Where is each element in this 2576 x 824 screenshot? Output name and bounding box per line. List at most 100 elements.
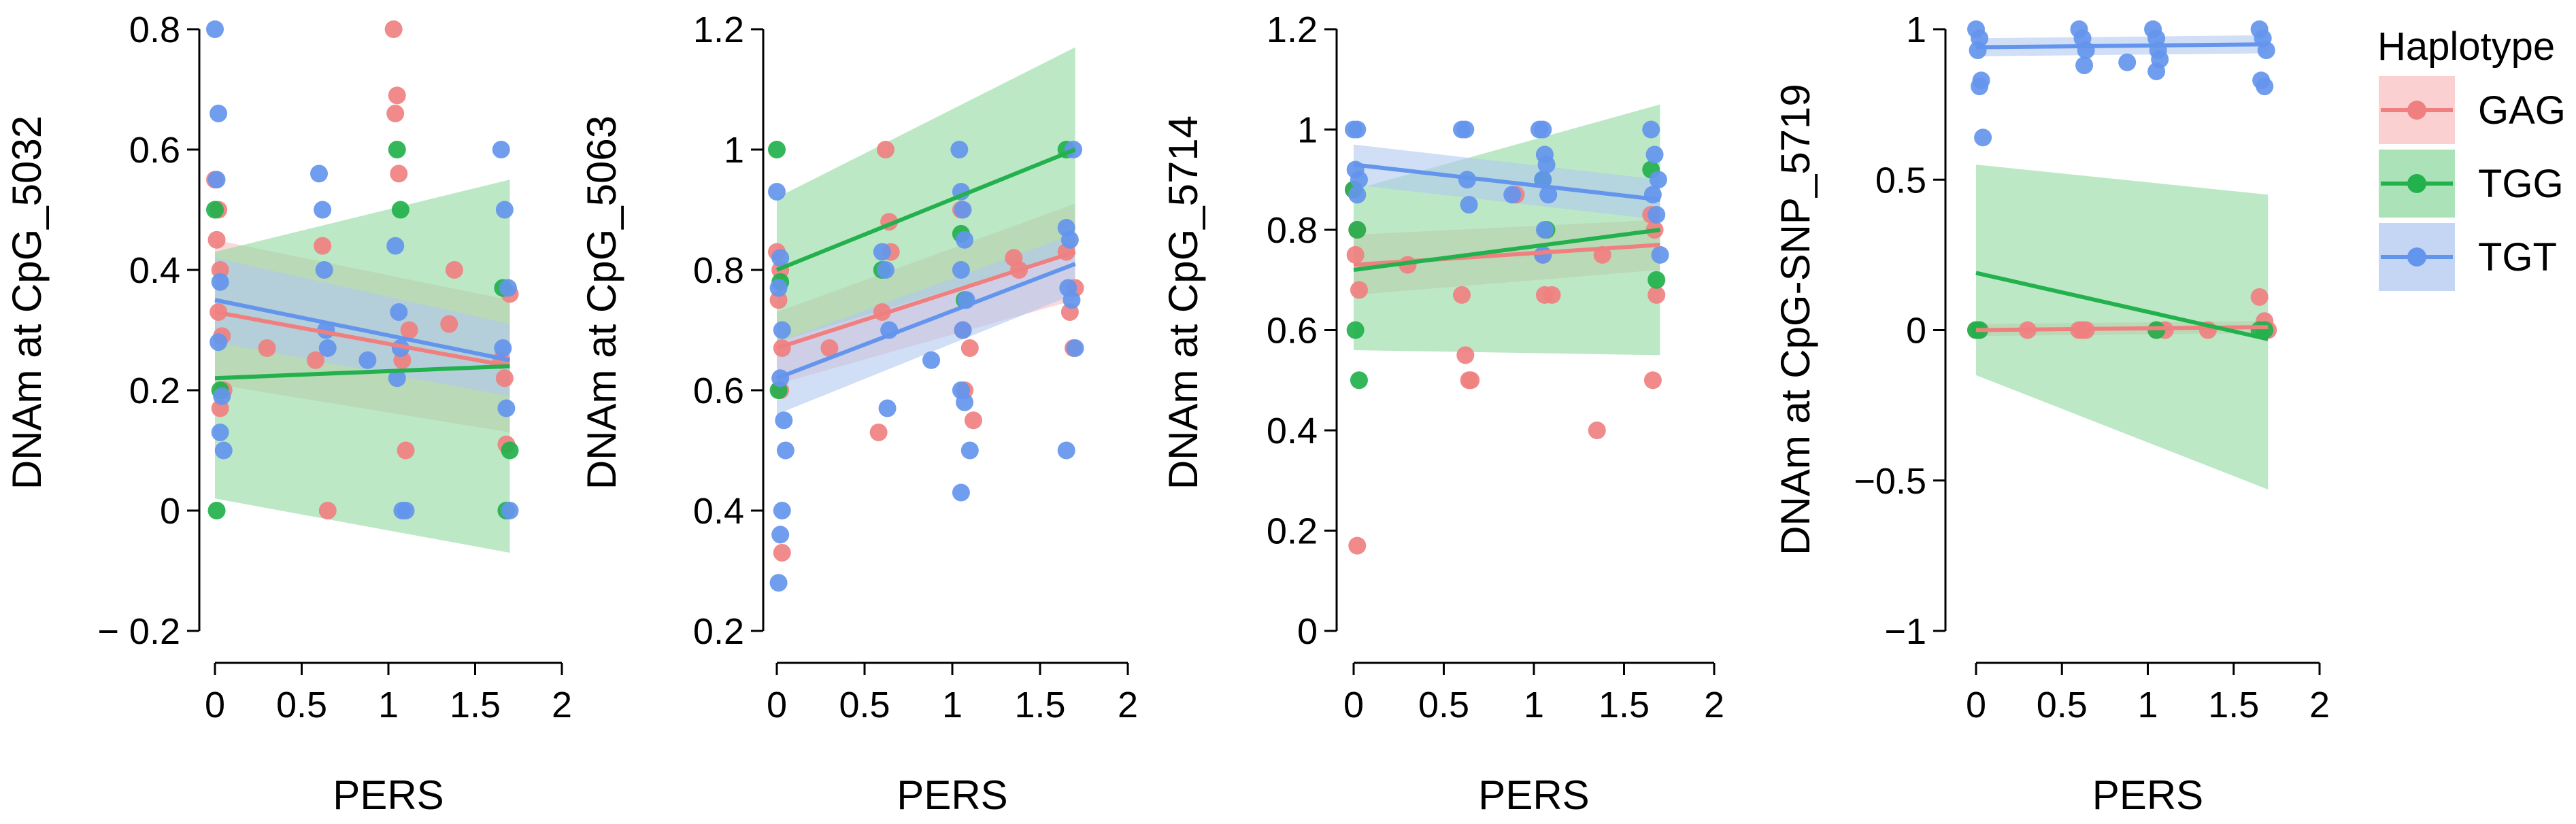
point-tgt xyxy=(2256,78,2274,96)
point-tgt xyxy=(769,574,788,592)
x-tick-label: 0.5 xyxy=(1418,685,1469,725)
point-tgt xyxy=(210,104,228,122)
y-tick-label: 1.2 xyxy=(693,10,744,50)
point-tgt xyxy=(1348,186,1367,204)
x-tick-label: 0.5 xyxy=(2037,685,2088,725)
point-tgt xyxy=(501,502,519,519)
x-tick-label: 0 xyxy=(1343,685,1364,725)
point-tgg xyxy=(391,201,409,219)
y-tick-label: 1 xyxy=(1297,110,1318,151)
y-axis-title: DNAm at CpG_5063 xyxy=(579,116,624,490)
point-gag xyxy=(314,237,332,255)
point-tgt xyxy=(1535,221,1554,239)
fit-line-tgt xyxy=(214,298,511,362)
point-tgt xyxy=(1060,230,1079,249)
point-tgt xyxy=(2075,56,2094,75)
point-tgt xyxy=(358,351,377,369)
y-tick-label: 1 xyxy=(1906,10,1926,50)
point-tgt xyxy=(2147,62,2166,80)
x-tick-label: 0 xyxy=(767,685,787,725)
legend-title: Haplotype xyxy=(2377,24,2555,69)
point-tgt xyxy=(954,321,972,339)
point-tgt xyxy=(499,279,517,297)
point-tgt xyxy=(1063,291,1081,309)
point-gag xyxy=(397,441,415,460)
y-tick-label: 0.6 xyxy=(129,130,180,171)
point-tgg xyxy=(206,201,224,219)
point-tgt xyxy=(214,441,233,460)
point-tgt xyxy=(495,201,514,219)
point-gag xyxy=(388,86,406,105)
x-tick-label: 1.5 xyxy=(1014,685,1065,725)
point-gag xyxy=(820,339,839,358)
point-gag xyxy=(1456,346,1475,364)
x-tick-label: 0.5 xyxy=(839,685,890,725)
point-tgt xyxy=(952,261,970,279)
point-gag xyxy=(390,165,408,183)
point-tgt xyxy=(494,339,512,358)
point-tgt xyxy=(776,441,794,460)
point-tgt xyxy=(497,399,516,417)
x-tick-label: 1 xyxy=(378,685,399,725)
y-tick-label: 0 xyxy=(1297,611,1318,652)
point-gag xyxy=(1346,245,1365,264)
point-tgt xyxy=(1057,441,1075,460)
point-tgt xyxy=(950,141,969,158)
point-tgt xyxy=(1460,196,1478,214)
point-gag xyxy=(1462,371,1480,390)
point-tgt xyxy=(314,201,332,219)
point-gag xyxy=(495,369,514,388)
x-tick-label: 2 xyxy=(1704,685,1724,725)
y-axis-title: DNAm at CpG_5032 xyxy=(4,116,50,490)
legend-dot xyxy=(2407,247,2426,267)
point-tgt xyxy=(1642,120,1660,139)
y-tick-label: −0.5 xyxy=(1854,461,1926,502)
fit-line-tgt xyxy=(775,262,1076,381)
ci-band-tgt xyxy=(777,233,1075,415)
y-tick-label: 1.2 xyxy=(1267,10,1318,50)
point-tgt xyxy=(952,483,970,502)
fit-line-tgt xyxy=(1353,162,1660,202)
point-gag xyxy=(876,141,894,158)
point-tgt xyxy=(1537,156,1556,174)
point-gag xyxy=(258,339,276,358)
point-tgg xyxy=(388,141,406,158)
point-tgg xyxy=(1350,371,1368,390)
y-tick-label: 0.8 xyxy=(129,10,180,50)
x-axis-title: PERS xyxy=(333,772,444,818)
point-gag xyxy=(318,502,337,519)
legend-label: TGT xyxy=(2478,235,2557,279)
panel-1: − 0.2 0 0.2 0.4 0.6 0.8 0 0.5 1 1.5 2 PERS DNAm at C… xyxy=(4,10,572,818)
x-axis-title: PERS xyxy=(897,772,1007,818)
x-tick-label: 2 xyxy=(552,685,572,725)
point-tgt xyxy=(1066,339,1084,358)
point-gag xyxy=(384,20,403,38)
legend-dot xyxy=(2407,101,2426,120)
y-tick-label: −1 xyxy=(1884,611,1926,652)
point-gag xyxy=(964,411,982,430)
point-tgt xyxy=(873,243,891,261)
x-tick-label: 0 xyxy=(1966,685,1986,725)
legend-dot xyxy=(2407,174,2426,193)
y-axis-title: DNAm at CpG-SNP_5719 xyxy=(1773,84,1818,555)
point-tgt xyxy=(1503,186,1522,204)
point-gag xyxy=(440,315,458,333)
point-tgt xyxy=(207,171,226,189)
legend-label: TGG xyxy=(2478,162,2564,206)
y-tick-label: 0 xyxy=(1906,311,1926,351)
legend-item-tgt: TGT xyxy=(2379,223,2557,291)
point-tgt xyxy=(1539,186,1558,204)
point-gag xyxy=(386,104,405,122)
y-tick-label: 0.2 xyxy=(129,371,180,411)
fit-line-tgt xyxy=(1975,42,2269,50)
point-gag xyxy=(1647,286,1666,304)
point-tgt xyxy=(388,369,406,388)
point-tgt xyxy=(1649,171,1667,189)
point-tgt xyxy=(492,141,510,158)
y-tick-label: 0.4 xyxy=(1267,411,1318,451)
fit-line-gag xyxy=(776,250,1076,350)
legend-label: GAG xyxy=(2478,88,2566,133)
point-tgt xyxy=(954,201,972,219)
point-tgt xyxy=(1534,120,1552,139)
